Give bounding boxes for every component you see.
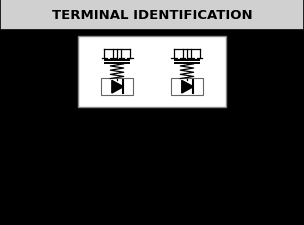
Text: TERMINAL IDENTIFICATION: TERMINAL IDENTIFICATION (52, 9, 252, 22)
Bar (78, 37, 226, 108)
Polygon shape (182, 81, 193, 94)
Polygon shape (112, 81, 123, 94)
Bar (101, 79, 133, 96)
Bar (171, 79, 203, 96)
Bar (0, 0, 304, 30)
